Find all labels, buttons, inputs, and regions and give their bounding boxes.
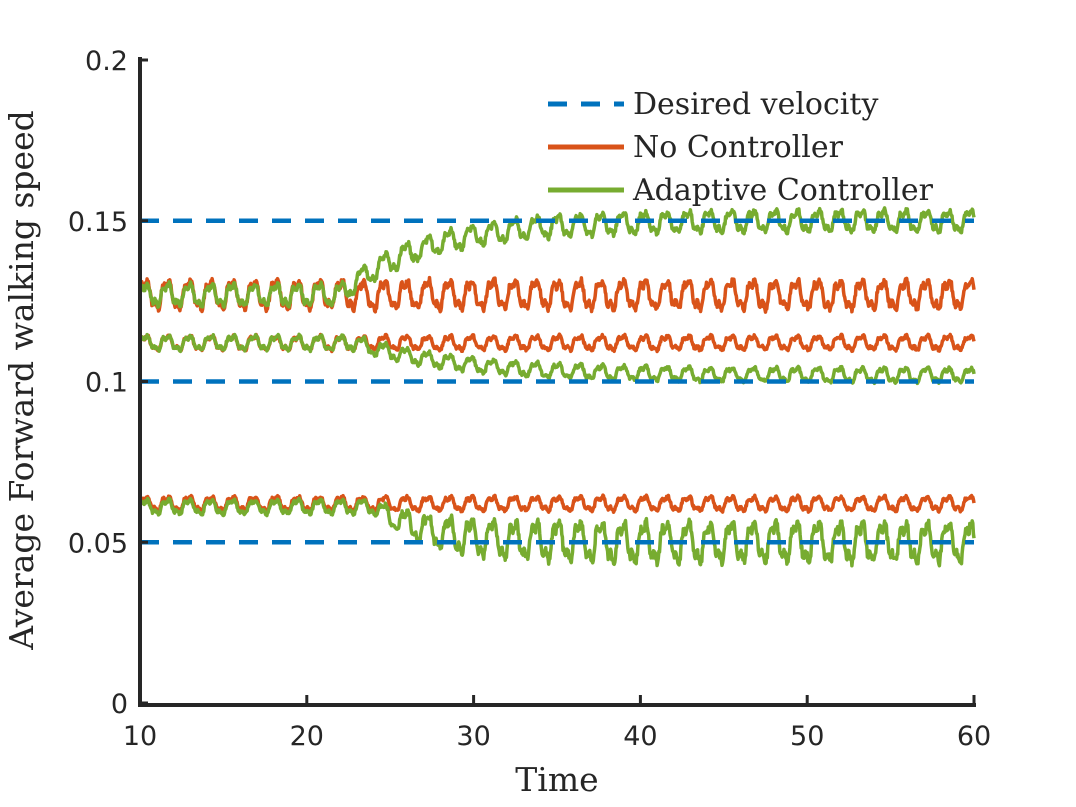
- x-tick-label: 50: [790, 721, 824, 752]
- legend-label-adaptive: Adaptive Controller: [632, 173, 934, 208]
- data-lines-group: [138, 206, 976, 568]
- legend-label-desired: Desired velocity: [633, 87, 878, 122]
- x-axis-title: Time: [515, 760, 598, 799]
- y-tick-label: 0.2: [85, 46, 128, 77]
- x-tick-label: 40: [623, 721, 657, 752]
- x-ticks-group: 10 20 30 40 50 60: [123, 695, 991, 752]
- y-tick-label: 0.05: [68, 528, 128, 559]
- legend: Desired velocity No Controller Adaptive …: [548, 87, 934, 208]
- y-tick-label: 0.15: [68, 207, 128, 238]
- y-axis-title: Average Forward walking speed: [2, 110, 41, 650]
- x-tick-label: 30: [456, 721, 490, 752]
- x-tick-label: 10: [123, 721, 157, 752]
- no-controller-line: [138, 275, 976, 314]
- y-tick-label: 0.1: [85, 368, 128, 399]
- x-tick-label: 20: [290, 721, 324, 752]
- adaptive-controller-line: [138, 496, 976, 568]
- x-tick-label: 60: [957, 721, 991, 752]
- y-tick-label: 0: [111, 689, 128, 720]
- y-ticks-group: 0 0.05 0.1 0.15 0.2: [68, 46, 148, 720]
- adaptive-controller-line: [138, 206, 976, 309]
- legend-label-no-controller: No Controller: [633, 130, 844, 165]
- adaptive-controller-line: [138, 332, 976, 386]
- no-controller-line: [138, 493, 976, 514]
